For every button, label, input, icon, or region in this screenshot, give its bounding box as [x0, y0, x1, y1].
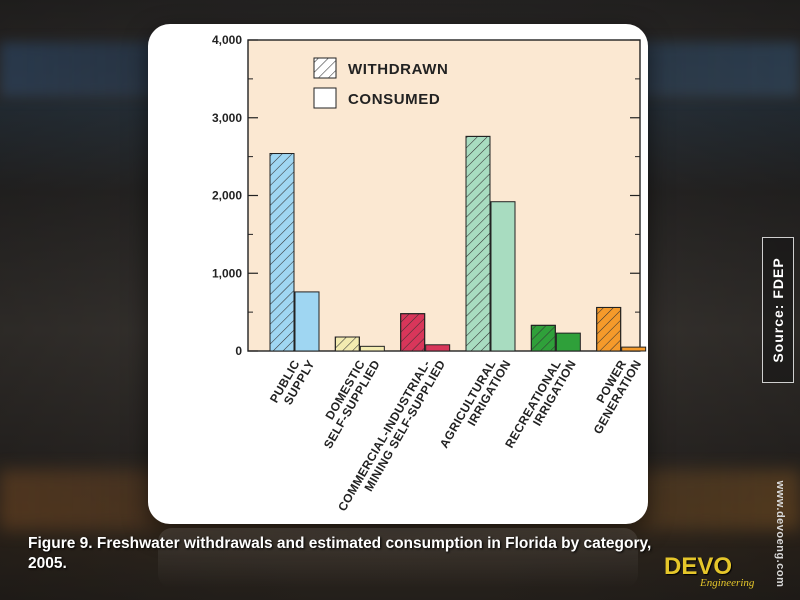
withdrawn-bar-hatch — [400, 313, 426, 352]
y-tick-label: 0 — [235, 344, 242, 358]
consumed-bar — [621, 346, 647, 352]
legend-swatch-hatch — [313, 57, 337, 79]
consumed-bar — [294, 291, 320, 352]
y-tick-label: 1,000 — [212, 266, 242, 280]
figure-caption: Figure 9. Freshwater withdrawals and est… — [28, 535, 652, 572]
consumed-bar — [359, 345, 385, 352]
legend-label: CONSUMED — [348, 91, 440, 108]
withdrawn-bar-hatch — [269, 153, 295, 352]
withdrawn-bar-hatch — [334, 336, 360, 352]
withdrawn-bar-hatch — [596, 306, 622, 352]
consumed-bar — [425, 344, 451, 352]
legend-label: WITHDRAWN — [348, 61, 448, 78]
card-reflection — [158, 528, 638, 588]
website-text: www.devoeng.com — [774, 480, 786, 588]
website-watermark: www.devoeng.com — [770, 478, 790, 590]
consumed-bar — [555, 332, 581, 352]
source-label: Source: FDEP — [770, 257, 786, 363]
y-tick-label: 3,000 — [212, 111, 242, 125]
source-label-box: Source: FDEP — [762, 237, 794, 383]
y-tick-label: 4,000 — [212, 33, 242, 47]
y-tick-label: 2,000 — [212, 189, 242, 203]
legend-swatch-consumed — [313, 87, 337, 109]
withdrawn-bar-hatch — [530, 324, 556, 352]
logo-sub-text: Engineering — [700, 577, 755, 589]
withdrawn-bar-hatch — [465, 135, 491, 352]
company-logo: DEVO Engineering — [664, 551, 760, 597]
consumed-bar — [490, 201, 516, 352]
logo-main-text: DEVO — [664, 553, 733, 580]
